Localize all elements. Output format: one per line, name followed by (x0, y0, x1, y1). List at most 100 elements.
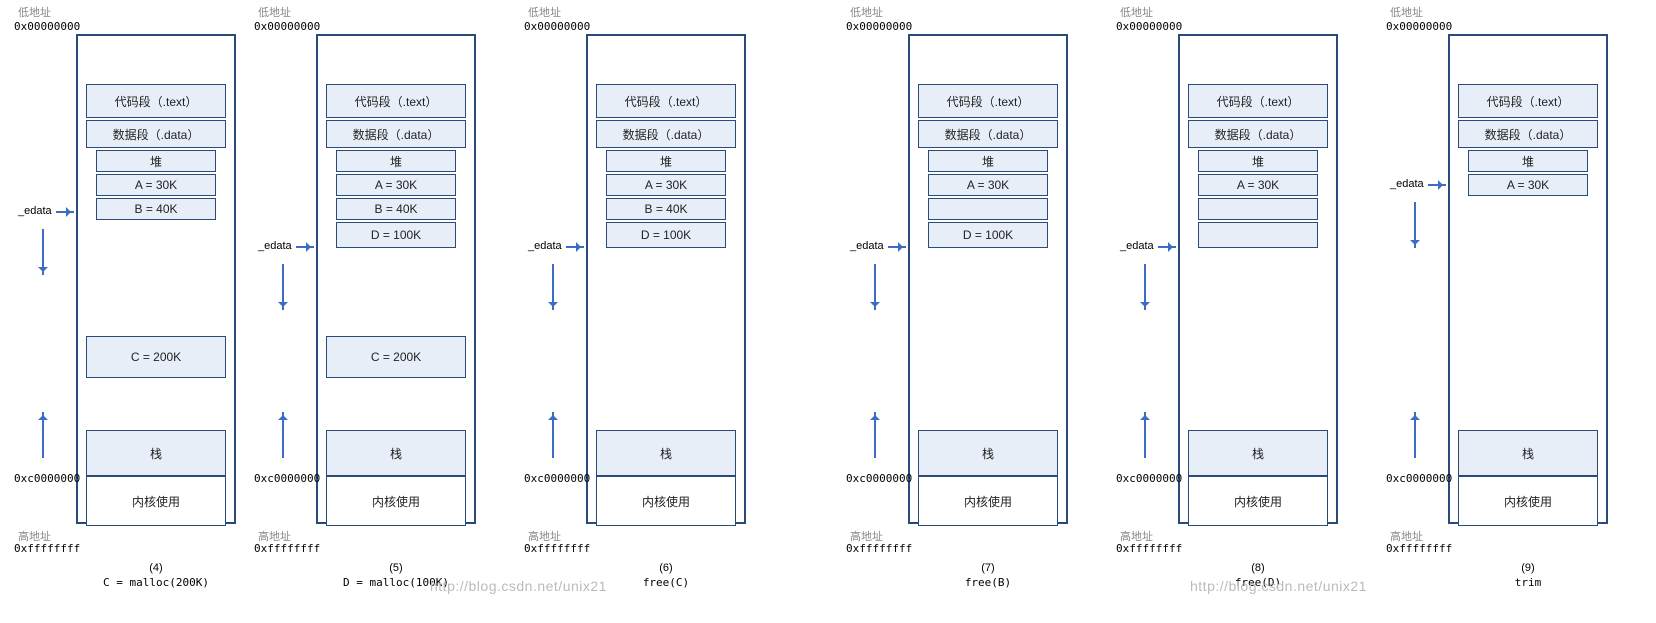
segment-b40: B = 40K (606, 198, 726, 220)
low-addr-label: 低地址 (1390, 4, 1423, 20)
low-addr-hex: 0x00000000 (254, 20, 320, 33)
segment-a30: A = 30K (606, 174, 726, 196)
segment-stack: 栈 (86, 430, 226, 476)
segment-text: 代码段（.text） (1458, 84, 1598, 118)
segment-text: 代码段（.text） (596, 84, 736, 118)
edata-label: _edata (258, 240, 292, 252)
edata-arrow-icon (296, 246, 314, 248)
low-addr-label: 低地址 (18, 4, 51, 20)
grow-down-arrow-icon (1144, 264, 1146, 310)
edata-label: _edata (528, 240, 562, 252)
segment-a30: A = 30K (336, 174, 456, 196)
segment-stack: 栈 (1188, 430, 1328, 476)
memory-panel-7: 低地址0x00000000代码段（.text）数据段（.data）堆A = 30… (846, 6, 1086, 616)
memory-panel-5: 低地址0x00000000代码段（.text）数据段（.data）堆A = 30… (254, 6, 494, 616)
segment-b40: B = 40K (336, 198, 456, 220)
segment-text: 代码段（.text） (86, 84, 226, 118)
segment-d100: D = 100K (336, 222, 456, 248)
caption-number: (6) (586, 562, 746, 574)
segment-a30: A = 30K (928, 174, 1048, 196)
segment-text: 代码段（.text） (1188, 84, 1328, 118)
segment-data: 数据段（.data） (596, 120, 736, 148)
caption-text: C = malloc(200K) (76, 576, 236, 589)
grow-up-arrow-icon (42, 412, 44, 458)
high-addr-hex: 0xffffffff (524, 542, 590, 555)
grow-up-arrow-icon (282, 412, 284, 458)
segment-kernel: 内核使用 (596, 476, 736, 526)
segment-kernel: 内核使用 (1458, 476, 1598, 526)
edata-label: _edata (850, 240, 884, 252)
memory-panel-8: 低地址0x00000000代码段（.text）数据段（.data）堆A = 30… (1116, 6, 1356, 616)
edata-label: _edata (1390, 178, 1424, 190)
caption-number: (5) (316, 562, 476, 574)
segment-c200: C = 200K (326, 336, 466, 378)
grow-down-arrow-icon (282, 264, 284, 310)
high-addr-hex: 0xffffffff (14, 542, 80, 555)
segment-heap: 堆 (336, 150, 456, 172)
segment-heap: 堆 (928, 150, 1048, 172)
grow-down-arrow-icon (42, 229, 44, 275)
segment-data: 数据段（.data） (1458, 120, 1598, 148)
segment-stack: 栈 (326, 430, 466, 476)
segment-d100: D = 100K (606, 222, 726, 248)
segment-b40: B = 40K (96, 198, 216, 220)
high-addr-hex: 0xffffffff (846, 542, 912, 555)
grow-up-arrow-icon (552, 412, 554, 458)
low-addr-hex: 0x00000000 (524, 20, 590, 33)
edata-arrow-icon (1428, 184, 1446, 186)
segment-kernel: 内核使用 (1188, 476, 1328, 526)
caption-number: (9) (1448, 562, 1608, 574)
low-addr-hex: 0x00000000 (1116, 20, 1182, 33)
watermark-2: http://blog.csdn.net/unix21 (1190, 578, 1367, 594)
memory-column: 代码段（.text）数据段（.data）堆A = 30KB = 40KD = 1… (316, 34, 476, 524)
stack-boundary-hex: 0xc0000000 (846, 472, 912, 485)
memory-column: 代码段（.text）数据段（.data）堆A = 30K D = 100K 栈内核使… (908, 34, 1068, 524)
segment-empty_b (928, 198, 1048, 220)
caption-number: (4) (76, 562, 236, 574)
memory-panel-6: 低地址0x00000000代码段（.text）数据段（.data）堆A = 30… (524, 6, 764, 616)
low-addr-label: 低地址 (258, 4, 291, 20)
segment-kernel: 内核使用 (86, 476, 226, 526)
low-addr-label: 低地址 (1120, 4, 1153, 20)
segment-a30: A = 30K (96, 174, 216, 196)
segment-data: 数据段（.data） (86, 120, 226, 148)
memory-column: 代码段（.text）数据段（.data）堆A = 30K 栈内核使用 (1448, 34, 1608, 524)
memory-panel-4: 低地址0x00000000代码段（.text）数据段（.data）堆A = 30… (14, 6, 254, 616)
edata-arrow-icon (1158, 246, 1176, 248)
segment-d100: D = 100K (928, 222, 1048, 248)
stack-boundary-hex: 0xc0000000 (254, 472, 320, 485)
stack-boundary-hex: 0xc0000000 (1386, 472, 1452, 485)
segment-kernel: 内核使用 (918, 476, 1058, 526)
segment-a30: A = 30K (1198, 174, 1318, 196)
low-addr-hex: 0x00000000 (1386, 20, 1452, 33)
segment-data: 数据段（.data） (918, 120, 1058, 148)
segment-text: 代码段（.text） (918, 84, 1058, 118)
segment-stack: 栈 (1458, 430, 1598, 476)
high-addr-hex: 0xffffffff (1116, 542, 1182, 555)
memory-column: 代码段（.text）数据段（.data）堆A = 30K栈内核使用 (1178, 34, 1338, 524)
segment-heap: 堆 (1198, 150, 1318, 172)
segment-c200: C = 200K (86, 336, 226, 378)
caption-text: free(C) (586, 576, 746, 589)
grow-down-arrow-icon (552, 264, 554, 310)
grow-up-arrow-icon (1414, 412, 1416, 458)
grow-down-arrow-icon (874, 264, 876, 310)
segment-heap: 堆 (1468, 150, 1588, 172)
segment-stack: 栈 (918, 430, 1058, 476)
memory-column: 代码段（.text）数据段（.data）堆A = 30KB = 40K C = 2… (76, 34, 236, 524)
high-addr-hex: 0xffffffff (254, 542, 320, 555)
memory-column: 代码段（.text）数据段（.data）堆A = 30KB = 40KD = 1… (586, 34, 746, 524)
segment-text: 代码段（.text） (326, 84, 466, 118)
segment-heap: 堆 (606, 150, 726, 172)
watermark-1: http://blog.csdn.net/unix21 (430, 578, 607, 594)
segment-kernel: 内核使用 (326, 476, 466, 526)
low-addr-label: 低地址 (850, 4, 883, 20)
edata-arrow-icon (56, 211, 74, 213)
edata-arrow-icon (566, 246, 584, 248)
segment-empty_d (1198, 222, 1318, 248)
segment-heap: 堆 (96, 150, 216, 172)
stack-boundary-hex: 0xc0000000 (1116, 472, 1182, 485)
low-addr-hex: 0x00000000 (846, 20, 912, 33)
segment-a30: A = 30K (1468, 174, 1588, 196)
stack-boundary-hex: 0xc0000000 (524, 472, 590, 485)
